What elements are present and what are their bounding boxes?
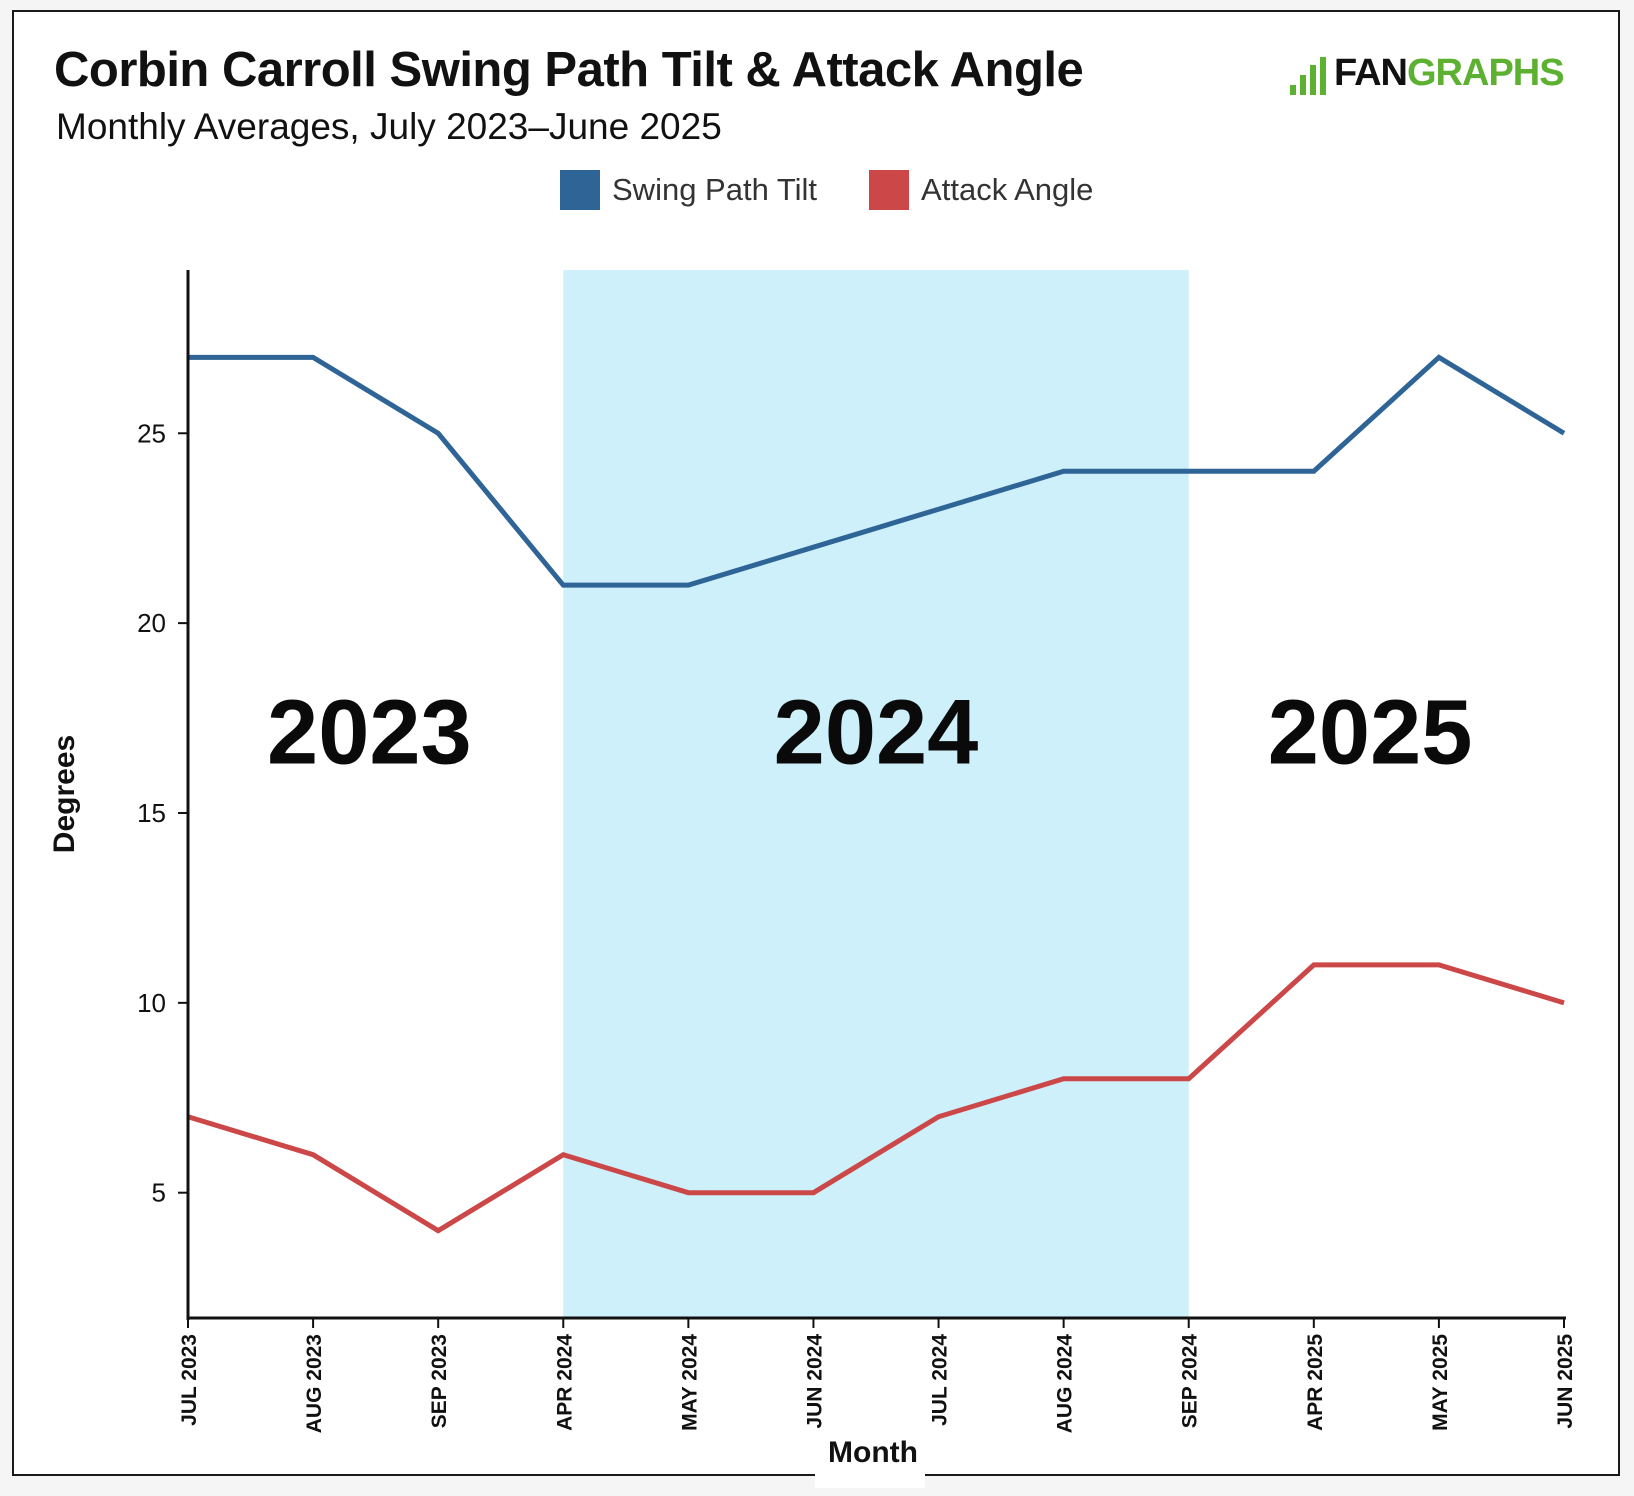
- x-axis-title: Month: [828, 1436, 918, 1469]
- legend-item-attack-angle: Attack Angle: [869, 170, 1093, 210]
- x-tick-label: JUN 2024: [803, 1334, 826, 1429]
- y-tick-label: 20: [137, 608, 166, 638]
- highlight-region-2024: [563, 270, 1189, 1318]
- year-annotation: 2025: [1268, 682, 1473, 784]
- legend-item-swing-path-tilt: Swing Path Tilt: [560, 170, 817, 210]
- x-tick-label: AUG 2023: [303, 1334, 326, 1433]
- year-annotation: 2023: [267, 682, 472, 784]
- fangraphs-logo: FAN GRAPHS: [1290, 52, 1565, 95]
- legend-swatch: [560, 170, 600, 210]
- x-tick-label: SEP 2023: [428, 1334, 451, 1428]
- x-tick-label: MAY 2025: [1429, 1334, 1452, 1431]
- x-tick-label: AUG 2024: [1054, 1334, 1077, 1434]
- year-annotation: 2024: [774, 682, 979, 784]
- logo-bars-icon: [1290, 53, 1330, 95]
- y-tick-label: 5: [152, 1178, 166, 1208]
- x-tick-label: JUL 2024: [929, 1334, 952, 1426]
- chart-title: Corbin Carroll Swing Path Tilt & Attack …: [54, 43, 1084, 97]
- chart-legend: Swing Path Tilt Attack Angle: [560, 170, 1145, 210]
- y-tick-label: 15: [137, 798, 166, 828]
- x-tick-label: MAY 2024: [678, 1334, 701, 1431]
- logo-text-fan: FAN: [1334, 52, 1408, 94]
- y-tick-label: 10: [137, 988, 166, 1018]
- series-line-attack-angle: [187, 962, 1565, 1234]
- chart-subtitle: Monthly Averages, July 2023–June 2025: [56, 106, 722, 147]
- x-tick-label: APR 2025: [1304, 1334, 1327, 1431]
- x-tick-label: JUN 2025: [1554, 1334, 1577, 1429]
- logo-text-graphs: GRAPHS: [1407, 52, 1565, 94]
- x-tick-label: JUL 2023: [178, 1334, 201, 1426]
- y-tick-label: 25: [137, 418, 166, 448]
- legend-label: Attack Angle: [921, 172, 1094, 207]
- x-tick-label: APR 2024: [553, 1334, 576, 1431]
- x-tick-label: SEP 2024: [1179, 1334, 1202, 1429]
- series-line-swing-path-tilt: [188, 354, 1566, 588]
- legend-label: Swing Path Tilt: [612, 172, 818, 207]
- y-axis-title: Degrees: [48, 735, 81, 853]
- x-axis-title-bg: [815, 1428, 925, 1488]
- legend-swatch: [869, 170, 910, 210]
